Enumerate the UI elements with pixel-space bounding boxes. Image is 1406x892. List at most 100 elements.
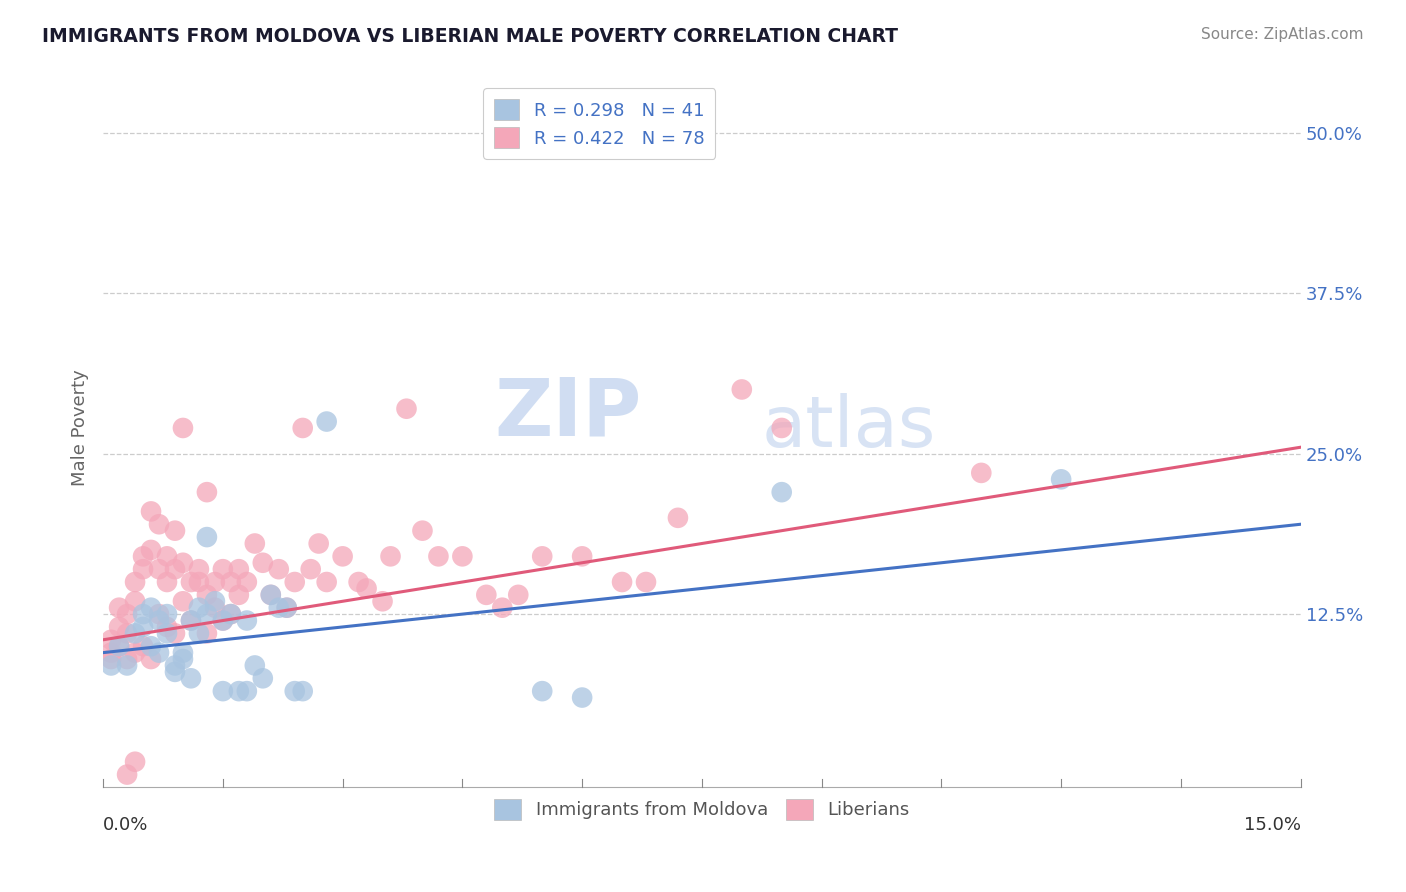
Point (475, 588, 498, 602)
Point (148, 607, 170, 621)
Point (531, 684, 554, 698)
Point (124, 594, 146, 608)
Legend: Immigrants from Moldova, Liberians: Immigrants from Moldova, Liberians (485, 789, 918, 829)
Point (276, 600, 298, 615)
Point (332, 549, 354, 564)
Point (267, 600, 290, 615)
Point (172, 556, 194, 570)
Point (228, 588, 250, 602)
Point (243, 536, 266, 550)
Point (132, 639, 155, 653)
Point (195, 626, 218, 640)
Point (195, 607, 218, 621)
Point (204, 594, 226, 608)
Point (571, 549, 593, 564)
Point (148, 614, 170, 628)
Point (148, 562, 170, 576)
Point (172, 646, 194, 660)
Point (252, 556, 274, 570)
Point (115, 652, 138, 666)
Text: Source: ZipAtlas.com: Source: ZipAtlas.com (1201, 27, 1364, 42)
Point (204, 574, 226, 589)
Point (187, 600, 209, 615)
Point (571, 690, 593, 705)
Point (180, 614, 202, 628)
Point (124, 626, 146, 640)
Text: IMMIGRANTS FROM MOLDOVA VS LIBERIAN MALE POVERTY CORRELATION CHART: IMMIGRANTS FROM MOLDOVA VS LIBERIAN MALE… (42, 27, 898, 45)
Point (187, 626, 209, 640)
Point (284, 684, 307, 698)
Point (228, 562, 250, 576)
Point (347, 574, 370, 589)
Point (195, 588, 218, 602)
Point (156, 620, 179, 634)
Point (380, 549, 402, 564)
Point (610, 574, 633, 589)
Point (356, 582, 378, 596)
Point (163, 562, 186, 576)
Point (195, 530, 218, 544)
Point (491, 600, 513, 615)
Point (291, 421, 314, 435)
Point (100, 658, 122, 673)
Point (212, 614, 235, 628)
Point (315, 415, 337, 429)
Point (108, 639, 131, 653)
Point (395, 401, 418, 416)
Point (187, 574, 209, 589)
Point (731, 383, 754, 397)
Point (195, 485, 218, 500)
Text: ZIP: ZIP (495, 375, 643, 452)
Point (531, 549, 554, 564)
Point (219, 607, 242, 621)
Point (132, 607, 155, 621)
Point (148, 517, 170, 532)
Point (180, 574, 202, 589)
Point (666, 511, 689, 525)
Point (163, 665, 186, 679)
Point (219, 607, 242, 621)
Point (634, 574, 657, 589)
Point (284, 574, 307, 589)
Point (124, 574, 146, 589)
Point (236, 574, 259, 589)
Point (187, 562, 209, 576)
Point (156, 574, 179, 589)
Point (427, 549, 450, 564)
Text: atlas: atlas (762, 393, 936, 462)
Point (100, 632, 122, 647)
Point (100, 646, 122, 660)
Point (115, 607, 138, 621)
Point (212, 614, 235, 628)
Point (228, 684, 250, 698)
Point (299, 562, 322, 576)
Point (172, 652, 194, 666)
Point (276, 600, 298, 615)
Point (260, 588, 283, 602)
Point (243, 658, 266, 673)
Point (219, 574, 242, 589)
Point (252, 671, 274, 685)
Point (163, 524, 186, 538)
Point (156, 549, 179, 564)
Point (156, 626, 179, 640)
Point (132, 620, 155, 634)
Point (139, 504, 162, 518)
Point (180, 671, 202, 685)
Point (108, 639, 131, 653)
Point (451, 549, 474, 564)
Point (100, 652, 122, 666)
Point (163, 626, 186, 640)
Point (411, 524, 433, 538)
Point (115, 626, 138, 640)
Point (260, 588, 283, 602)
Point (139, 600, 162, 615)
Point (139, 639, 162, 653)
Point (124, 646, 146, 660)
Point (212, 562, 235, 576)
Point (172, 421, 194, 435)
Point (180, 614, 202, 628)
Point (139, 652, 162, 666)
Point (770, 485, 793, 500)
Point (132, 562, 155, 576)
